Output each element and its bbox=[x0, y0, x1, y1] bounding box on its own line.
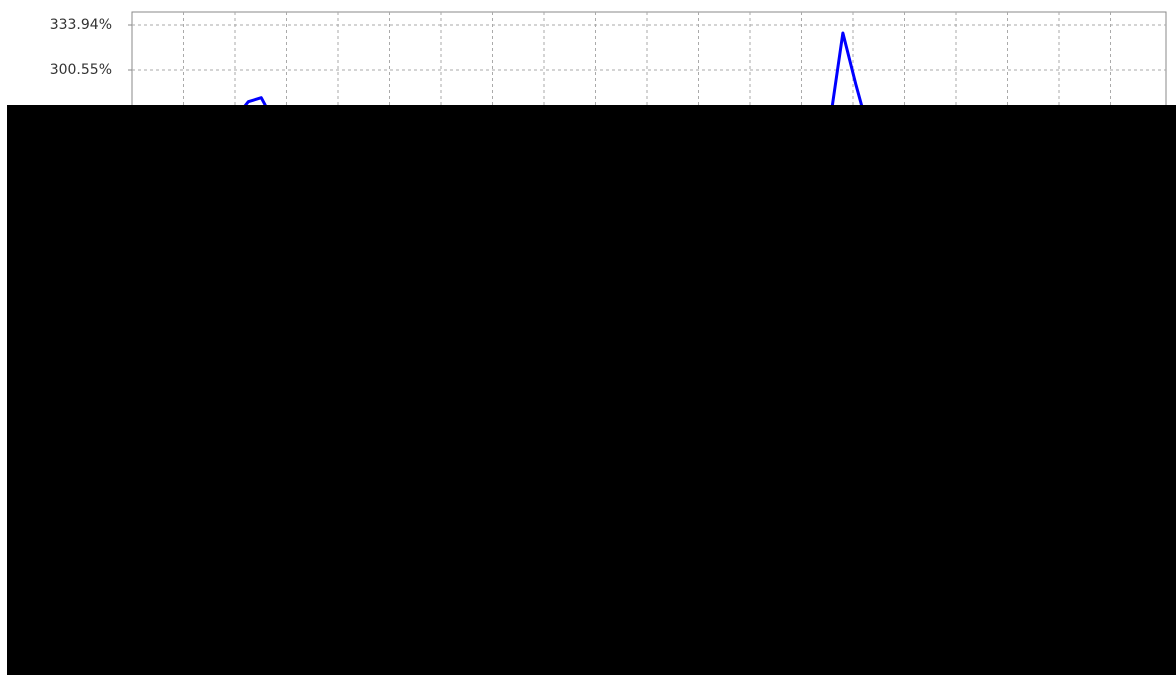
y-tick-label: 300.55% bbox=[50, 62, 112, 78]
redaction bbox=[7, 105, 1176, 675]
y-tick-label: 333.94% bbox=[50, 17, 112, 33]
